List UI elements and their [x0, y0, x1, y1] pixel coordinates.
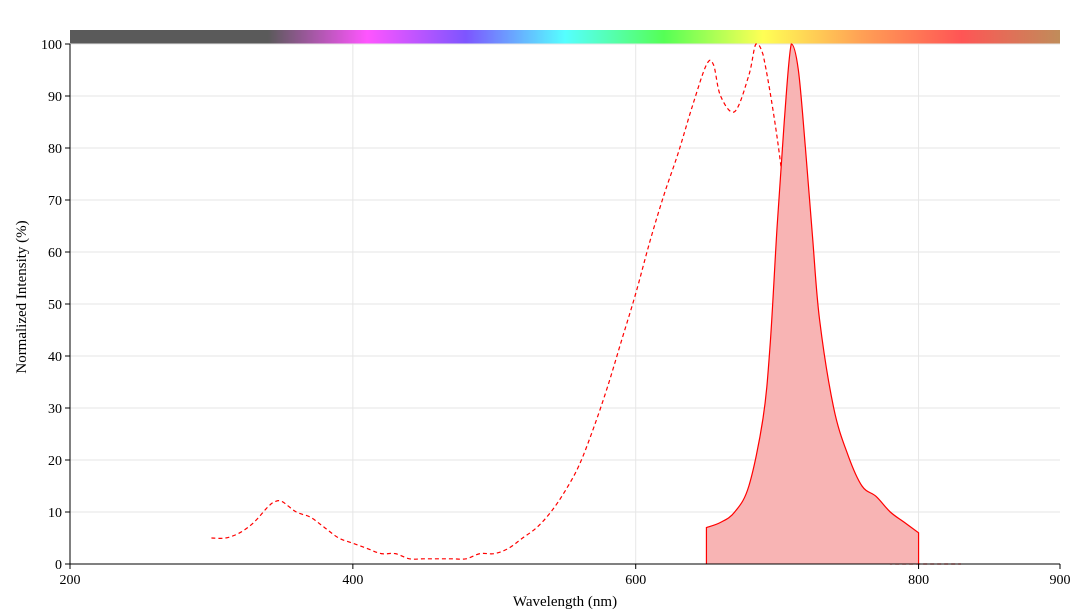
x-tick-label: 200: [60, 573, 81, 588]
y-tick-label: 20: [48, 454, 62, 469]
y-tick-label: 70: [48, 194, 62, 209]
y-tick-label: 10: [48, 506, 62, 521]
tick-layer: 0 10 20 30 40 50 60 70 80 90 100 200 400 600 800 900: [41, 38, 1071, 588]
x-tick-label: 900: [1050, 573, 1071, 588]
y-tick-label: 100: [41, 38, 62, 53]
y-tick-label: 80: [48, 142, 62, 157]
y-tick-label: 0: [55, 558, 62, 573]
y-tick-label: 60: [48, 246, 62, 261]
y-tick-label: 50: [48, 298, 62, 313]
x-tick-label: 600: [625, 573, 646, 588]
y-tick-label: 40: [48, 350, 62, 365]
excitation-line: [211, 43, 961, 565]
grid-layer: [70, 43, 1060, 564]
x-tick-label: 800: [908, 573, 929, 588]
x-axis-title: Wavelength (nm): [513, 594, 617, 610]
y-tick-label: 90: [48, 90, 62, 105]
x-tick-label: 400: [342, 573, 363, 588]
emission-line: [705, 43, 920, 564]
emission-area: [706, 44, 919, 564]
y-axis-title: Normalized Intensity (%): [14, 220, 30, 373]
spectrum-color-bar: [70, 30, 1060, 44]
y-tick-label: 30: [48, 402, 62, 417]
